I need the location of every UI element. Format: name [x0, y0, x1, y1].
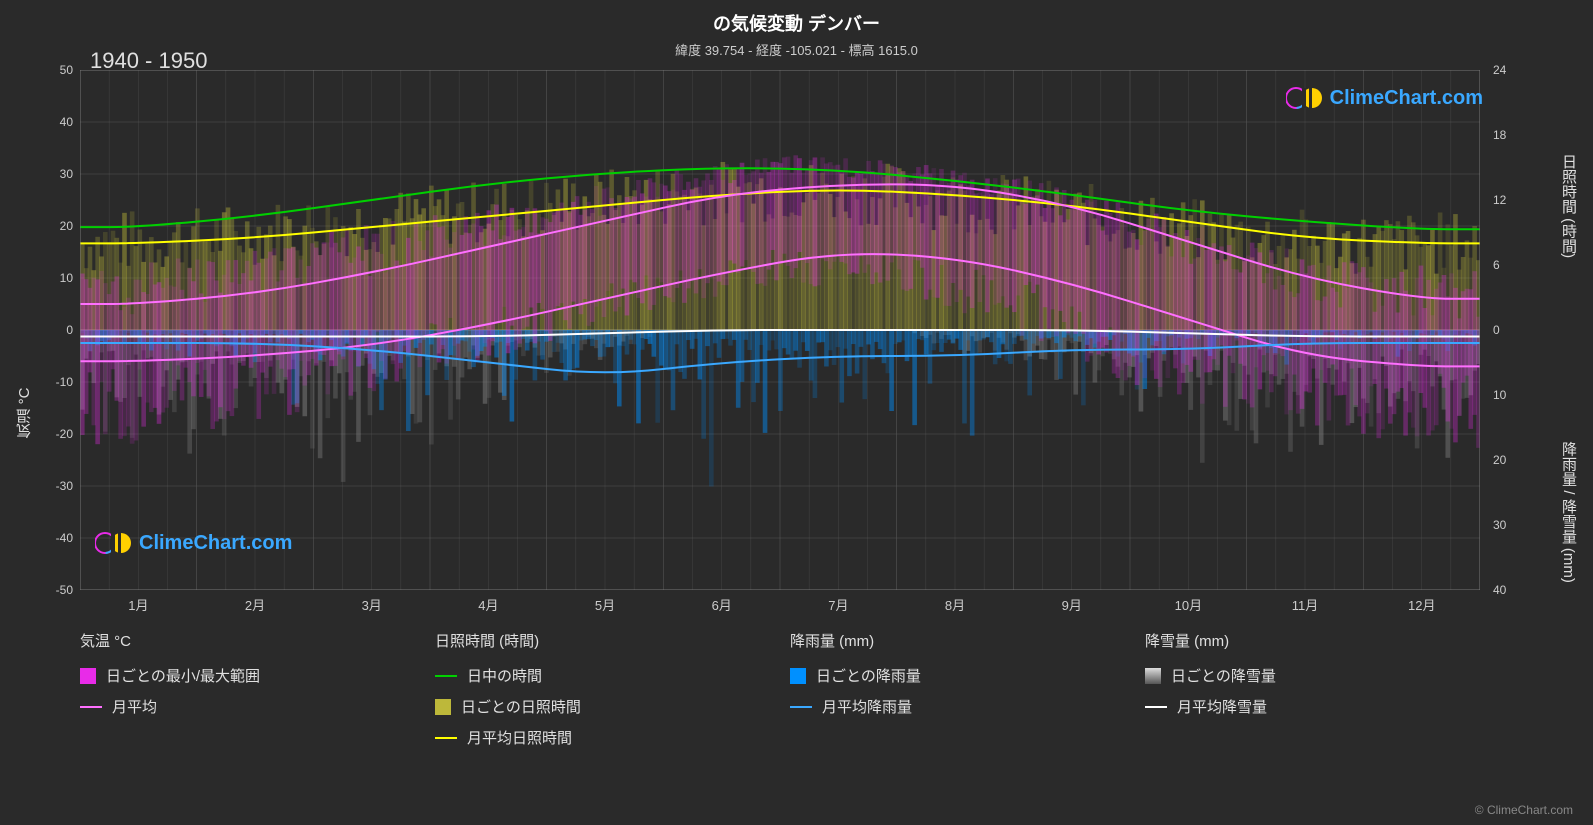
legend-swatch — [1145, 668, 1161, 684]
chart-title: の気候変動 デンバー — [0, 0, 1593, 36]
legend-label: 月平均 — [112, 696, 157, 717]
legend-header: 日照時間 (時間) — [435, 630, 770, 651]
x-tick: 5月 — [547, 595, 664, 615]
x-tick: 7月 — [780, 595, 897, 615]
legend-item: 日中の時間 — [435, 665, 770, 686]
y-right-top-tick: 0 — [1493, 323, 1521, 337]
legend-label: 月平均降雨量 — [822, 696, 912, 717]
chart-container: の気候変動 デンバー 緯度 39.754 - 経度 -105.021 - 標高 … — [0, 0, 1593, 825]
legend-label: 日中の時間 — [467, 665, 542, 686]
legend-label: 月平均日照時間 — [467, 727, 572, 748]
x-tick: 10月 — [1130, 595, 1247, 615]
legend-header: 降雨量 (mm) — [790, 630, 1125, 651]
x-tick: 6月 — [663, 595, 780, 615]
y-right-top-tick: 6 — [1493, 258, 1521, 272]
legend-item: 月平均降雪量 — [1145, 696, 1480, 717]
legend-item: 月平均降雨量 — [790, 696, 1125, 717]
legend-header: 気温 °C — [80, 630, 415, 651]
legend-swatch — [435, 737, 457, 739]
legend-column: 日照時間 (時間) 日中の時間日ごとの日照時間月平均日照時間 — [435, 630, 770, 758]
y-axis-right-top-label: 日照時間 (時間) — [1558, 154, 1579, 258]
legend-header: 降雪量 (mm) — [1145, 630, 1480, 651]
y-left-tick: -20 — [45, 427, 73, 441]
legend-column: 気温 °C 日ごとの最小/最大範囲月平均 — [80, 630, 415, 758]
x-tick: 3月 — [313, 595, 430, 615]
legend-swatch — [790, 706, 812, 708]
y-right-bottom-tick: 10 — [1493, 388, 1521, 402]
legend-swatch — [80, 706, 102, 708]
x-tick: 12月 — [1363, 595, 1480, 615]
legend-label: 日ごとの最小/最大範囲 — [106, 665, 260, 686]
y-left-tick: -30 — [45, 479, 73, 493]
legend-item: 日ごとの降雪量 — [1145, 665, 1480, 686]
y-left-tick: -40 — [45, 531, 73, 545]
x-tick: 1月 — [80, 595, 197, 615]
watermark-logo-icon — [1286, 85, 1324, 111]
watermark-text: ClimeChart.com — [1330, 87, 1483, 110]
y-left-tick: 50 — [45, 63, 73, 77]
legend-item: 日ごとの降雨量 — [790, 665, 1125, 686]
legend: 気温 °C 日ごとの最小/最大範囲月平均 日照時間 (時間) 日中の時間日ごとの日照時… — [80, 630, 1480, 758]
y-left-tick: -50 — [45, 583, 73, 597]
legend-swatch — [790, 668, 806, 684]
y-right-bottom-tick: 20 — [1493, 453, 1521, 467]
y-left-tick: 30 — [45, 167, 73, 181]
legend-item: 日ごとの日照時間 — [435, 696, 770, 717]
x-tick: 8月 — [897, 595, 1014, 615]
y-right-bottom-tick: 30 — [1493, 518, 1521, 532]
y-right-top-tick: 12 — [1493, 193, 1521, 207]
x-tick: 9月 — [1013, 595, 1130, 615]
x-tick: 2月 — [197, 595, 314, 615]
chart-plot-area — [80, 70, 1480, 590]
x-tick: 11月 — [1247, 595, 1364, 615]
legend-label: 日ごとの日照時間 — [461, 696, 581, 717]
legend-item: 月平均日照時間 — [435, 727, 770, 748]
watermark-top: ClimeChart.com — [1286, 85, 1483, 111]
x-tick: 4月 — [430, 595, 547, 615]
y-right-top-tick: 24 — [1493, 63, 1521, 77]
chart-svg — [80, 70, 1480, 590]
y-axis-left-label: 気温 °C — [14, 387, 35, 438]
legend-swatch — [80, 668, 96, 684]
legend-label: 月平均降雪量 — [1177, 696, 1267, 717]
legend-column: 降雪量 (mm) 日ごとの降雪量月平均降雪量 — [1145, 630, 1480, 758]
copyright: © ClimeChart.com — [1475, 803, 1573, 817]
y-right-top-tick: 18 — [1493, 128, 1521, 142]
watermark-bottom: ClimeChart.com — [95, 530, 292, 556]
x-axis: 1月2月3月4月5月6月7月8月9月10月11月12月 — [80, 595, 1480, 615]
legend-item: 日ごとの最小/最大範囲 — [80, 665, 415, 686]
legend-swatch — [1145, 706, 1167, 708]
legend-label: 日ごとの降雪量 — [1171, 665, 1276, 686]
y-left-tick: 10 — [45, 271, 73, 285]
y-axis-right-bottom-label: 降雨量 / 降雪量 (mm) — [1558, 441, 1579, 583]
watermark-text: ClimeChart.com — [139, 532, 292, 555]
legend-item: 月平均 — [80, 696, 415, 717]
legend-swatch — [435, 675, 457, 677]
y-right-bottom-tick: 40 — [1493, 583, 1521, 597]
chart-subtitle: 緯度 39.754 - 経度 -105.021 - 標高 1615.0 — [0, 36, 1593, 59]
y-left-tick: -10 — [45, 375, 73, 389]
legend-swatch — [435, 699, 451, 715]
legend-label: 日ごとの降雨量 — [816, 665, 921, 686]
legend-column: 降雨量 (mm) 日ごとの降雨量月平均降雨量 — [790, 630, 1125, 758]
y-left-tick: 0 — [45, 323, 73, 337]
y-left-tick: 20 — [45, 219, 73, 233]
y-left-tick: 40 — [45, 115, 73, 129]
watermark-logo-icon — [95, 530, 133, 556]
